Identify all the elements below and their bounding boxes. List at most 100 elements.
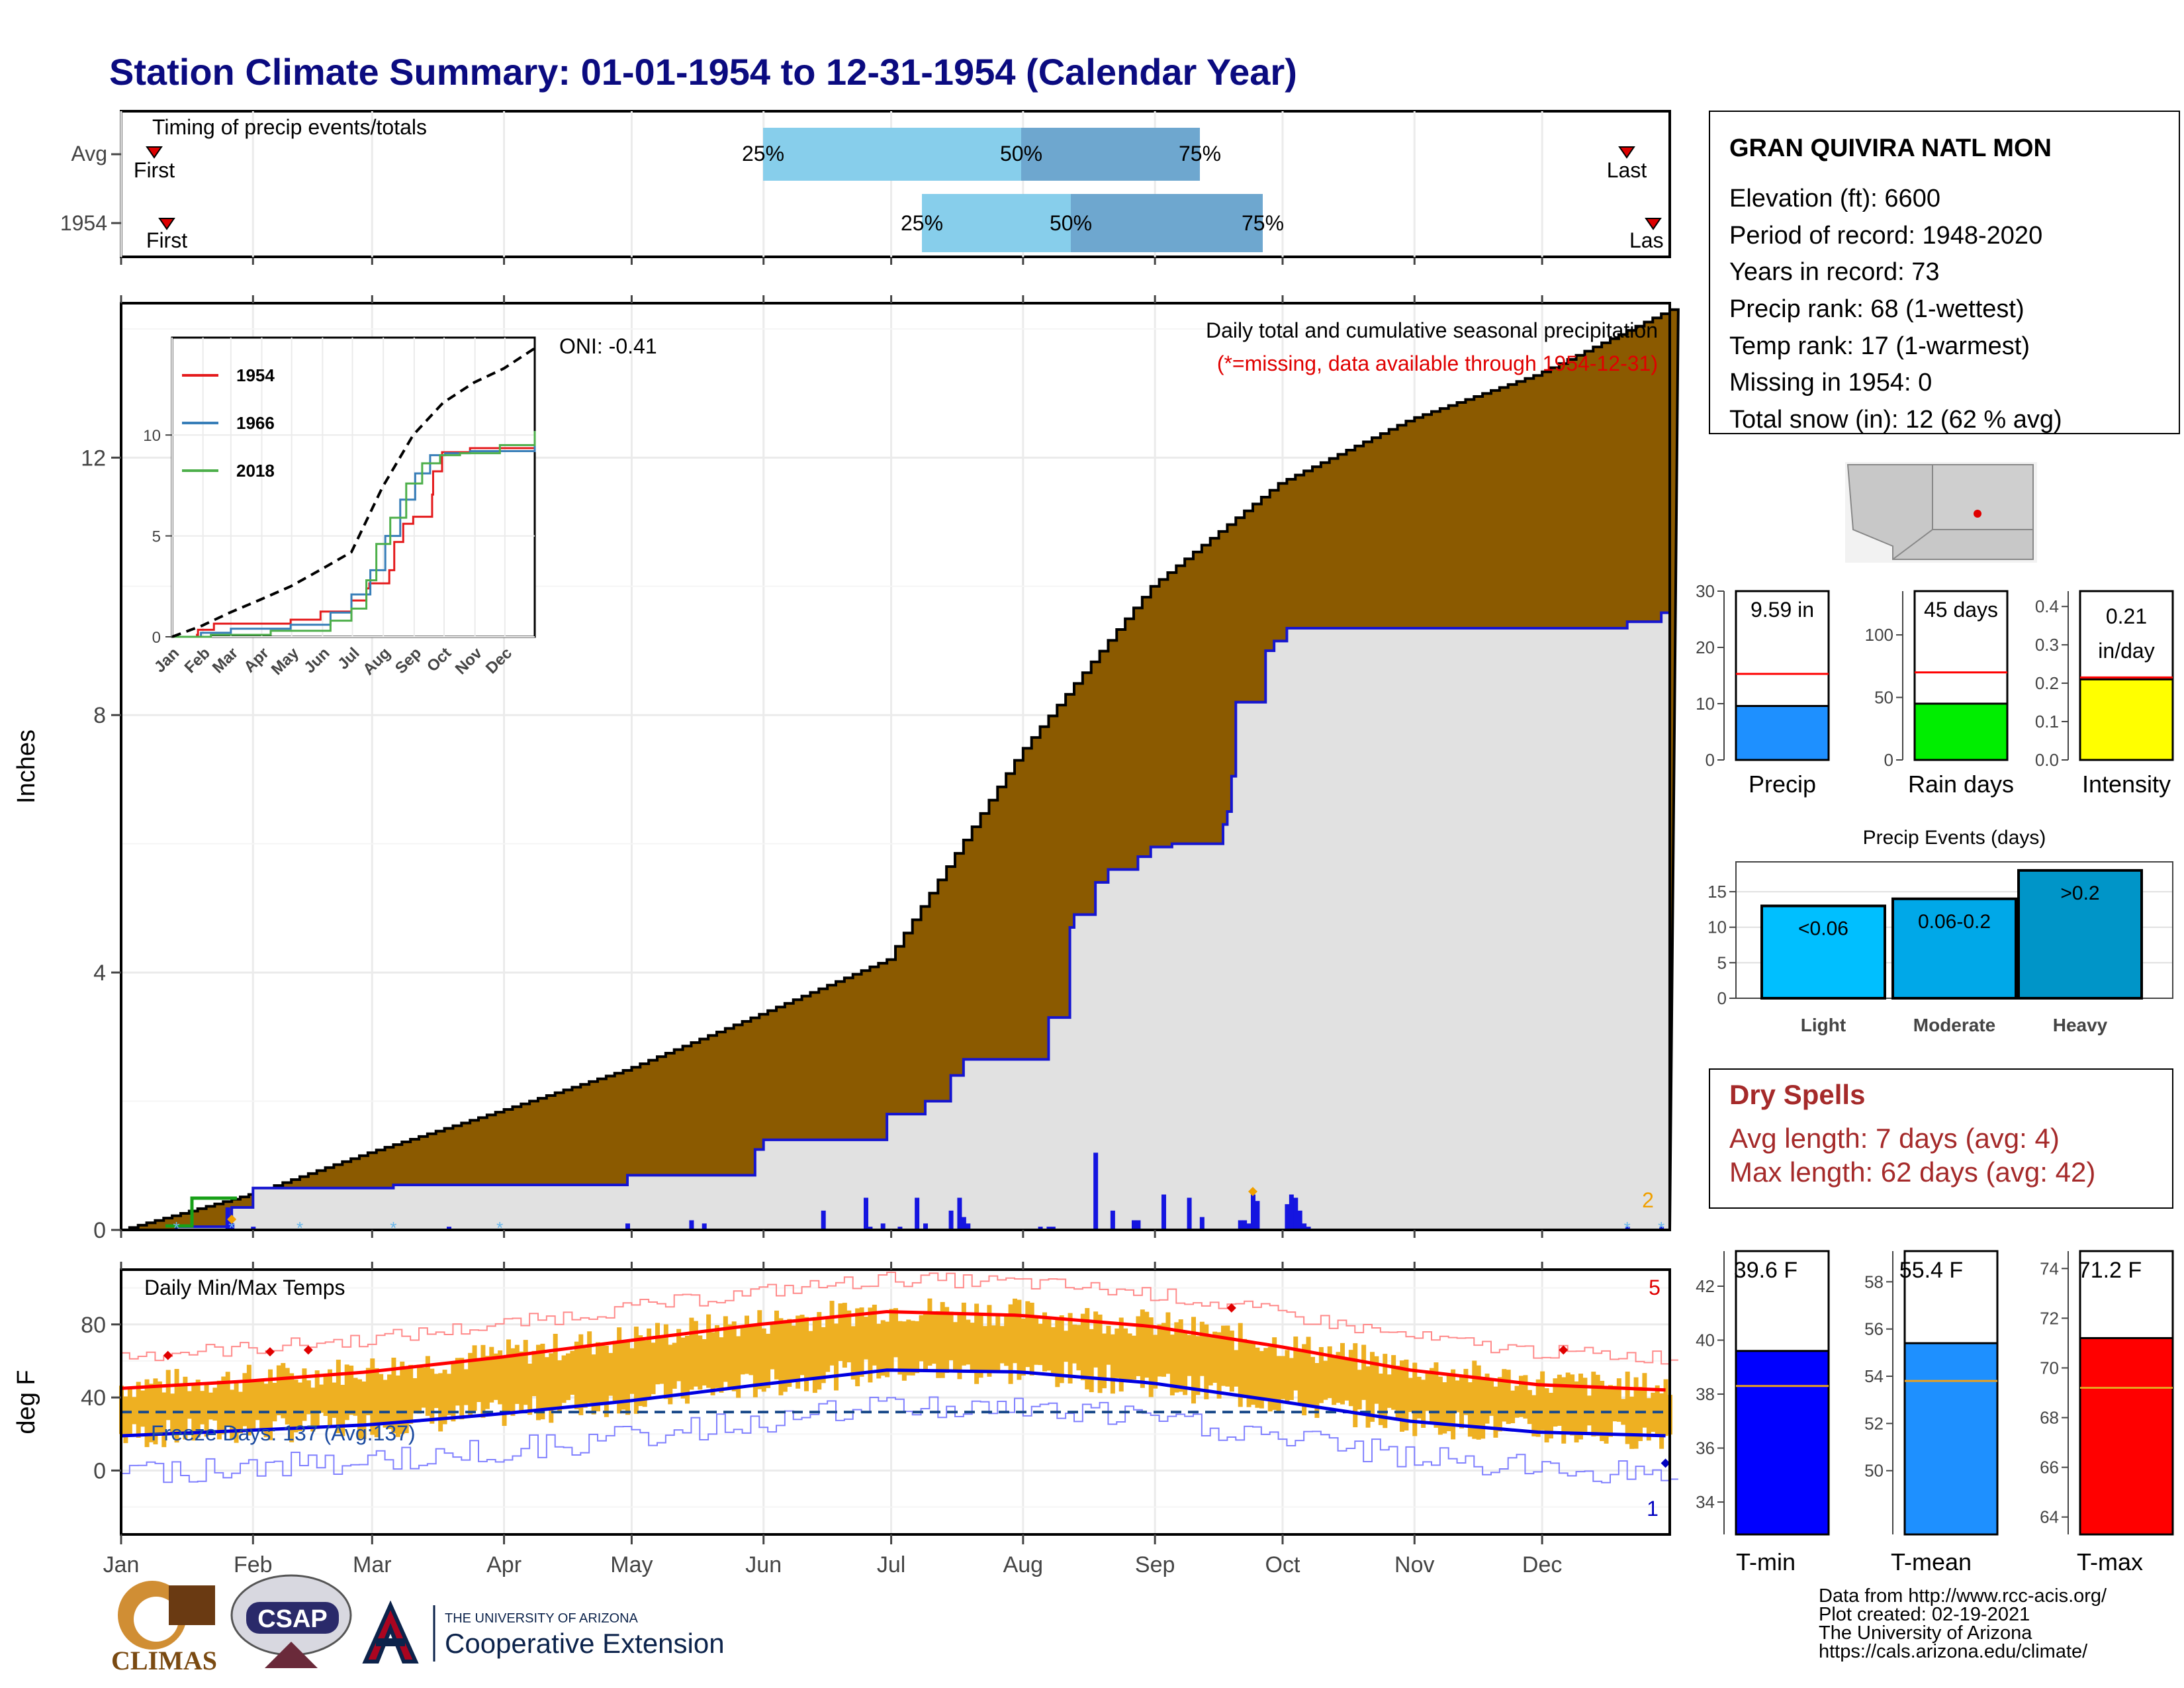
tmin-ytick-label: 36	[1696, 1438, 1715, 1458]
green-overlap-segment	[165, 1196, 237, 1228]
daily-temp-bar	[834, 1323, 839, 1391]
inset-ytick-label: 10	[143, 427, 161, 445]
daily-temp-bar	[1480, 1378, 1486, 1439]
record-max-line	[121, 1272, 1678, 1365]
daily-precip-bar	[821, 1210, 826, 1230]
daily-temp-bar	[302, 1368, 307, 1421]
precip-total-ytick-label: 20	[1696, 637, 1715, 657]
daily-temp-bar	[1008, 1304, 1013, 1384]
daily-precip-bar	[1038, 1227, 1043, 1230]
daily-temp-bar	[1136, 1316, 1141, 1376]
daily-temp-bar	[978, 1314, 983, 1378]
daily-temp-bar	[170, 1393, 175, 1436]
precip-total-ytick-label: 30	[1696, 581, 1715, 601]
events-ytick-label: 5	[1717, 953, 1727, 972]
month-label: Feb	[234, 1552, 273, 1577]
avg-first-marker	[146, 146, 163, 159]
daily-temp-bar	[1557, 1374, 1562, 1426]
daily-temp-bar	[885, 1321, 890, 1378]
daily-temp-bar	[604, 1345, 609, 1417]
daily-temp-bar	[1314, 1362, 1320, 1418]
year-row-label: 1954	[60, 211, 107, 235]
daily-temp-bar	[770, 1325, 775, 1370]
daily-temp-bar	[1055, 1319, 1060, 1387]
avg-50-75-bar	[1021, 128, 1200, 181]
year-50-label: 50%	[1050, 211, 1092, 235]
avg-last-marker	[1618, 146, 1635, 159]
daily-temp-bar	[1076, 1325, 1081, 1371]
daily-temp-bar	[659, 1336, 664, 1384]
daily-temp-bar	[633, 1327, 639, 1414]
daily-temp-bar	[451, 1361, 456, 1422]
daily-temp-bar	[1663, 1379, 1668, 1436]
daily-temp-bar	[1472, 1360, 1477, 1439]
daily-temp-bar	[855, 1308, 860, 1387]
daily-temp-bar	[1050, 1327, 1056, 1377]
daily-temp-bar	[1425, 1371, 1430, 1411]
hot-count: 5	[1649, 1276, 1661, 1299]
ua-logo: THE UNIVERSITY OF ARIZONA Cooperative Ex…	[361, 1600, 725, 1664]
daily-precip-bar	[1306, 1227, 1311, 1230]
daily-temp-bar	[161, 1392, 167, 1448]
inset-line-2018	[172, 431, 536, 638]
daily-temp-bar	[1408, 1378, 1413, 1412]
daily-precip-bar	[1132, 1220, 1136, 1230]
daily-precip-bar	[915, 1197, 920, 1230]
daily-precip-bar	[1285, 1204, 1290, 1230]
daily-temp-bar	[370, 1358, 375, 1435]
daily-temp-bar	[1169, 1335, 1175, 1395]
tmin-chart: 34 36 38 40 42	[1696, 1250, 1830, 1536]
daily-temp-bar	[1391, 1355, 1396, 1410]
daily-precip-bar	[1110, 1210, 1115, 1230]
tmin-ytick-label: 40	[1696, 1331, 1715, 1350]
intensity-chart: 0.0 0.1 0.2 0.3 0.4	[2035, 590, 2174, 770]
csap-text: CSAP	[257, 1605, 328, 1633]
daily-temp-bar	[357, 1379, 362, 1439]
daily-temp-bar	[1289, 1358, 1294, 1401]
dry-line-2: Max length: 62 days (avg: 42)	[1729, 1156, 2095, 1188]
record-high-marker	[265, 1347, 275, 1357]
daily-temp-bar	[140, 1390, 146, 1427]
daily-temp-bar	[906, 1319, 911, 1376]
dry-title: Dry Spells	[1729, 1079, 1865, 1110]
daily-temp-bar	[642, 1340, 647, 1407]
daily-temp-bar	[1140, 1309, 1145, 1388]
daily-temp-bar	[698, 1335, 703, 1390]
daily-temp-bar	[1348, 1350, 1353, 1407]
daily-temp-bar	[225, 1372, 230, 1427]
daily-temp-bar	[187, 1391, 192, 1419]
daily-temp-bar	[889, 1309, 894, 1370]
temp-panel: Daily Min/Max Temps Freeze Days: 137 (Av…	[13, 1268, 1678, 1536]
daily-temp-bar	[915, 1321, 920, 1374]
daily-temp-bar	[1251, 1343, 1255, 1405]
daily-temp-bar	[953, 1322, 958, 1372]
daily-temp-bar	[408, 1364, 414, 1424]
daily-precip-bar	[966, 1223, 971, 1230]
events-bar-label: >0.2	[2060, 882, 2099, 904]
tmax-ytick-label: 72	[2040, 1308, 2059, 1328]
daily-temp-bar	[1302, 1344, 1307, 1416]
intensity-ytick-label: 0.1	[2035, 712, 2059, 731]
daily-temp-bar	[234, 1380, 239, 1443]
daily-temp-bar	[477, 1358, 481, 1402]
daily-precip-bar	[702, 1223, 707, 1230]
daily-temp-bar	[1374, 1356, 1379, 1404]
daily-temp-bar	[468, 1352, 473, 1417]
daily-temp-bar	[629, 1348, 635, 1394]
daily-temp-bar	[430, 1368, 435, 1424]
precip-value: 9.59 in	[1751, 598, 1814, 622]
daily-precip-bar	[868, 1227, 873, 1230]
events-category-label: Moderate	[1913, 1015, 1995, 1035]
daily-temp-bar	[957, 1313, 962, 1380]
daily-precip-bar	[961, 1217, 966, 1230]
daily-temp-bar	[685, 1335, 690, 1404]
daily-temp-bar	[421, 1367, 426, 1408]
tmax-value: 71.2 F	[2078, 1258, 2142, 1283]
daily-temp-bar	[263, 1383, 269, 1438]
daily-temp-bar	[570, 1350, 575, 1395]
daily-temp-bar	[459, 1358, 465, 1420]
daily-temp-bar	[1021, 1318, 1026, 1376]
daily-temp-bar	[1395, 1366, 1400, 1419]
daily-temp-bar	[970, 1323, 975, 1373]
